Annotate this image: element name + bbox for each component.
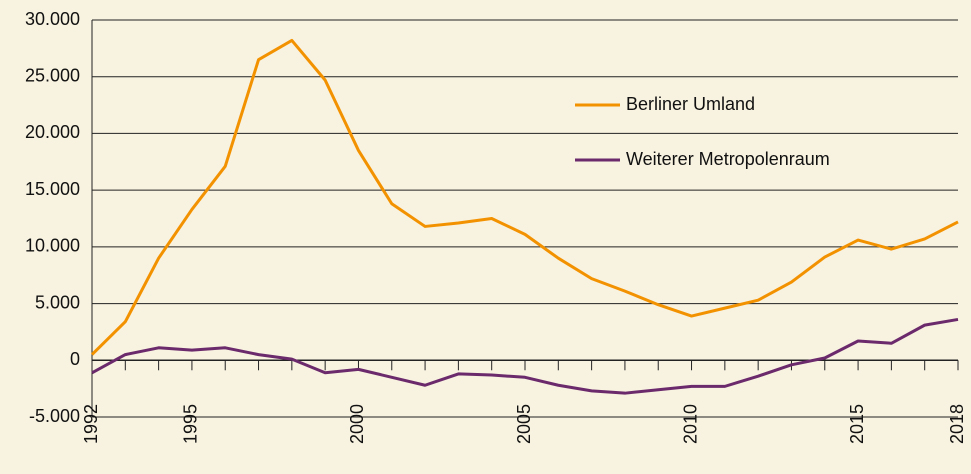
y-tick-label: 20.000 — [25, 122, 80, 142]
legend-label: Berliner Umland — [626, 94, 755, 114]
legend-label: Weiterer Metropolenraum — [626, 149, 830, 169]
x-tick-label: 2005 — [514, 404, 534, 444]
x-tick-label: 2010 — [680, 404, 700, 444]
y-tick-label: 0 — [70, 349, 80, 369]
y-tick-label: 25.000 — [25, 65, 80, 85]
y-tick-label: 5.000 — [35, 292, 80, 312]
x-tick-label: 1992 — [81, 404, 101, 444]
x-tick-label: 1995 — [181, 404, 201, 444]
x-tick-label: 2015 — [847, 404, 867, 444]
x-tick-label: 2000 — [347, 404, 367, 444]
y-tick-label: 15.000 — [25, 179, 80, 199]
y-tick-label: 30.000 — [25, 9, 80, 29]
x-tick-label: 2018 — [947, 404, 967, 444]
line — [91, 317, 959, 395]
line — [90, 38, 959, 356]
y-tick-label: 10.000 — [25, 236, 80, 256]
y-tick-label: -5.000 — [29, 406, 80, 426]
